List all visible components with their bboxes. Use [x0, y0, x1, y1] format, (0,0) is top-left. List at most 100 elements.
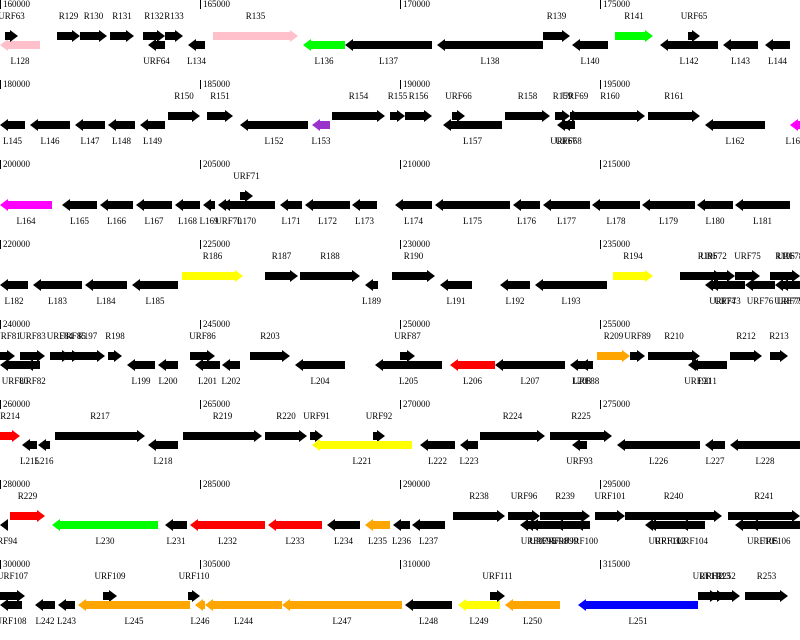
gene-arrow	[437, 39, 543, 51]
gene-label: L137	[379, 56, 398, 66]
gene-label: URF89	[624, 331, 651, 341]
tick-label: 225000	[203, 239, 231, 249]
gene-label: L138	[481, 56, 500, 66]
gene-arrow	[25, 359, 40, 371]
gene-arrow	[57, 30, 80, 42]
gene-arrow	[648, 350, 700, 362]
gene-label: R186	[203, 251, 223, 261]
gene-label: L164	[17, 216, 36, 226]
gene-arrow	[480, 430, 545, 442]
gene-label: L168	[178, 216, 197, 226]
gene-label: URF69	[562, 91, 589, 101]
gene-label: L204	[311, 376, 330, 386]
tick-label: 215000	[603, 159, 631, 169]
tick-label: 300000	[3, 559, 31, 569]
gene-arrow	[188, 39, 205, 51]
gene-arrow	[392, 270, 435, 282]
gene-label: URF64	[143, 56, 170, 66]
gene-label: R220	[276, 411, 296, 421]
gene-label: URF104	[677, 536, 709, 546]
gene-label: L223	[460, 456, 479, 466]
gene-label: R252	[716, 571, 736, 581]
gene-label: URF108	[0, 616, 27, 626]
gene-arrow	[158, 359, 178, 371]
gene-label: L145	[3, 136, 22, 146]
gene-arrow	[728, 510, 800, 522]
gene-label: URF76	[747, 296, 774, 306]
gene-arrow	[365, 279, 378, 291]
gene-arrow	[562, 119, 575, 131]
gene-arrow	[660, 39, 718, 51]
gene-label: L222	[428, 456, 447, 466]
gene-label: URF66	[445, 91, 472, 101]
gene-arrow	[110, 30, 134, 42]
gene-arrow	[80, 30, 107, 42]
tick-label: 185000	[203, 79, 231, 89]
gene-label: L177	[557, 216, 576, 226]
gene-arrow	[490, 590, 505, 602]
tick-label: 240000	[3, 319, 31, 329]
gene-label: R158	[518, 91, 538, 101]
gene-label: URF88	[573, 376, 600, 386]
gene-label: L211	[698, 376, 717, 386]
gene-arrow	[35, 599, 55, 611]
gene-arrow	[0, 359, 30, 371]
gene-label: L245	[125, 616, 144, 626]
gene-label: URF93	[566, 456, 593, 466]
tick-label: 275000	[603, 399, 631, 409]
gene-arrow	[300, 270, 360, 282]
tick-label: 220000	[3, 239, 31, 249]
gene-label: R209	[604, 331, 624, 341]
gene-arrow	[705, 119, 765, 131]
tick-label: 235000	[603, 239, 631, 249]
gene-label: R239	[555, 491, 575, 501]
gene-arrow	[508, 510, 540, 522]
gene-arrow	[730, 439, 800, 451]
gene-arrow	[710, 279, 745, 291]
gene-label: R135	[246, 11, 266, 21]
gene-arrow	[750, 519, 800, 531]
gene-label: URF90	[684, 376, 711, 386]
gene-label: L233	[286, 536, 305, 546]
gene-label: R197	[78, 331, 98, 341]
gene-label: R151	[210, 91, 230, 101]
gene-arrow	[648, 519, 680, 531]
gene-label: URF103	[648, 536, 680, 546]
gene-arrow	[195, 599, 205, 611]
gene-arrow	[205, 599, 282, 611]
gene-arrow	[38, 439, 50, 451]
gene-arrow	[625, 510, 722, 522]
gene-arrow	[617, 439, 700, 451]
gene-arrow	[70, 350, 105, 362]
gene-arrow	[268, 519, 322, 531]
gene-label: L176	[517, 216, 536, 226]
gene-label: R224	[503, 411, 523, 421]
gene-arrow	[213, 30, 298, 42]
gene-arrow	[240, 119, 308, 131]
gene-label: URF112	[693, 571, 724, 581]
gene-label: L250	[523, 616, 542, 626]
gene-arrow	[100, 199, 133, 211]
gene-arrow	[240, 190, 253, 202]
gene-arrow	[400, 350, 415, 362]
gene-label: URF75	[734, 251, 761, 261]
gene-arrow	[540, 510, 590, 522]
gene-label: L173	[355, 216, 374, 226]
gene-arrow	[440, 279, 472, 291]
gene-label: URF87	[394, 331, 421, 341]
tick-label: 170000	[403, 0, 431, 9]
gene-label: URF67	[550, 136, 577, 146]
gene-label: URF94	[0, 536, 18, 546]
gene-arrow	[0, 119, 25, 131]
gene-arrow	[543, 199, 590, 211]
gene-label: URF85	[59, 331, 86, 341]
gene-label: L167	[145, 216, 164, 226]
gene-arrow	[168, 110, 200, 122]
gene-arrow	[218, 199, 275, 211]
gene-label: L178	[607, 216, 626, 226]
gene-arrow	[332, 110, 385, 122]
gene-label: URF97	[521, 536, 548, 546]
gene-label: L128	[11, 56, 30, 66]
gene-arrow	[555, 110, 570, 122]
gene-arrow	[420, 439, 455, 451]
